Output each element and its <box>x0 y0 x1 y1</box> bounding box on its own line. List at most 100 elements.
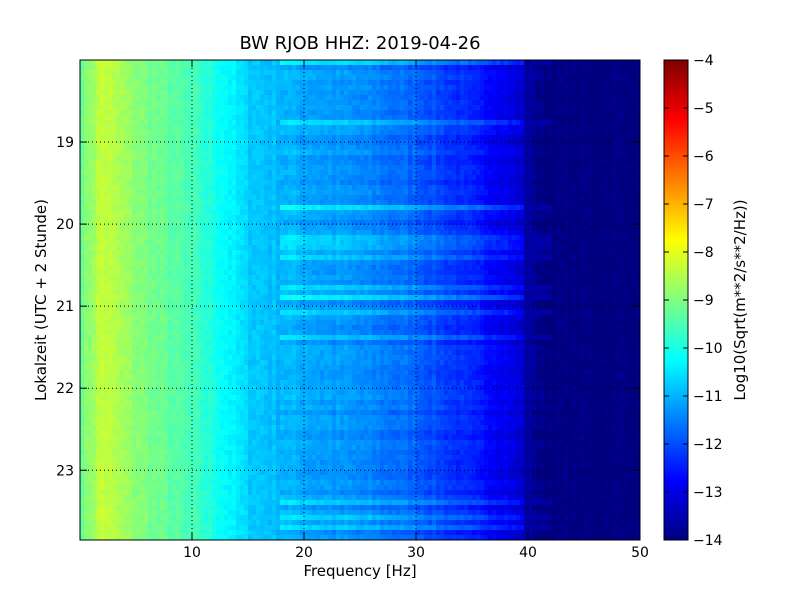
heatmap-cell <box>264 235 269 241</box>
heatmap-cell <box>208 235 213 241</box>
heatmap-cell <box>380 195 385 201</box>
heatmap-cell <box>440 125 445 131</box>
heatmap-cell <box>216 215 221 221</box>
heatmap-cell <box>100 235 105 241</box>
heatmap-cell <box>288 170 293 176</box>
heatmap-cell <box>548 160 553 166</box>
heatmap-cell <box>384 115 389 121</box>
heatmap-cell <box>552 200 557 206</box>
heatmap-cell <box>512 180 517 186</box>
heatmap-cell <box>380 140 385 146</box>
heatmap-cell <box>308 105 313 111</box>
heatmap-cell <box>244 235 249 241</box>
heatmap-cell <box>292 85 297 91</box>
heatmap-cell <box>124 125 129 131</box>
heatmap-cell <box>80 215 85 221</box>
heatmap-cell <box>92 170 97 176</box>
heatmap-cell <box>404 230 409 236</box>
heatmap-cell <box>188 140 193 146</box>
heatmap-cell <box>208 185 213 191</box>
heatmap-cell <box>616 130 621 136</box>
heatmap-cell <box>336 150 341 156</box>
heatmap-cell <box>356 225 361 231</box>
heatmap-cell <box>228 150 233 156</box>
heatmap-cell <box>180 145 185 151</box>
heatmap-cell <box>620 80 625 86</box>
heatmap-cell <box>112 150 117 156</box>
heatmap-cell <box>316 210 321 216</box>
heatmap-cell <box>164 120 169 126</box>
heatmap-cell <box>636 60 640 66</box>
heatmap-cell <box>228 125 233 131</box>
heatmap-cell <box>612 190 617 196</box>
heatmap-cell <box>144 90 149 96</box>
heatmap-cell <box>392 65 397 71</box>
heatmap-cell <box>568 220 573 226</box>
heatmap-cell <box>636 140 640 146</box>
heatmap-cell <box>376 115 381 121</box>
heatmap-cell <box>328 215 333 221</box>
heatmap-cell <box>316 205 321 211</box>
heatmap-cell <box>392 90 397 96</box>
heatmap-cell <box>456 70 461 76</box>
heatmap-cell <box>340 130 345 136</box>
heatmap-cell <box>476 215 481 221</box>
heatmap-cell <box>472 210 477 216</box>
heatmap-cell <box>228 180 233 186</box>
heatmap-cell <box>276 105 281 111</box>
heatmap-cell <box>536 190 541 196</box>
heatmap-cell <box>152 105 157 111</box>
heatmap-cell <box>168 90 173 96</box>
heatmap-cell <box>572 165 577 171</box>
heatmap-cell <box>404 70 409 76</box>
heatmap-cell <box>252 200 257 206</box>
heatmap-cell <box>464 215 469 221</box>
heatmap-cell <box>352 110 357 116</box>
heatmap-cell <box>172 165 177 171</box>
heatmap-cell <box>280 120 285 126</box>
heatmap-cell <box>160 90 165 96</box>
heatmap-cell <box>448 105 453 111</box>
heatmap-cell <box>240 160 245 166</box>
heatmap-cell <box>460 185 465 191</box>
heatmap-cell <box>532 230 537 236</box>
heatmap-cell <box>208 210 213 216</box>
heatmap-cell <box>364 215 369 221</box>
heatmap-cell <box>528 185 533 191</box>
heatmap-cell <box>484 70 489 76</box>
heatmap-cell <box>268 160 273 166</box>
heatmap-cell <box>528 90 533 96</box>
heatmap-cell <box>428 155 433 161</box>
heatmap-cell <box>584 125 589 131</box>
heatmap-cell <box>292 90 297 96</box>
heatmap-cell <box>516 220 521 226</box>
heatmap-cell <box>292 195 297 201</box>
heatmap-cell <box>108 155 113 161</box>
heatmap-cell <box>492 220 497 226</box>
heatmap-cell <box>392 105 397 111</box>
heatmap-cell <box>284 165 289 171</box>
heatmap-cell <box>372 95 377 101</box>
heatmap-cell <box>164 115 169 121</box>
heatmap-cell <box>176 220 181 226</box>
heatmap-cell <box>196 220 201 226</box>
heatmap-cell <box>328 115 333 121</box>
heatmap-cell <box>192 155 197 161</box>
heatmap-cell <box>544 200 549 206</box>
heatmap-cell <box>84 85 89 91</box>
heatmap-cell <box>164 155 169 161</box>
heatmap-cell <box>224 80 229 86</box>
heatmap-cell <box>212 80 217 86</box>
heatmap-cell <box>540 75 545 81</box>
heatmap-cell <box>100 220 105 226</box>
heatmap-cell <box>128 95 133 101</box>
heatmap-cell <box>432 200 437 206</box>
heatmap-cell <box>440 230 445 236</box>
heatmap-cell <box>616 160 621 166</box>
heatmap-cell <box>188 235 193 241</box>
heatmap-cell <box>600 145 605 151</box>
heatmap-cell <box>484 120 489 126</box>
heatmap-cell <box>116 65 121 71</box>
heatmap-cell <box>280 215 285 221</box>
heatmap-cell <box>328 90 333 96</box>
